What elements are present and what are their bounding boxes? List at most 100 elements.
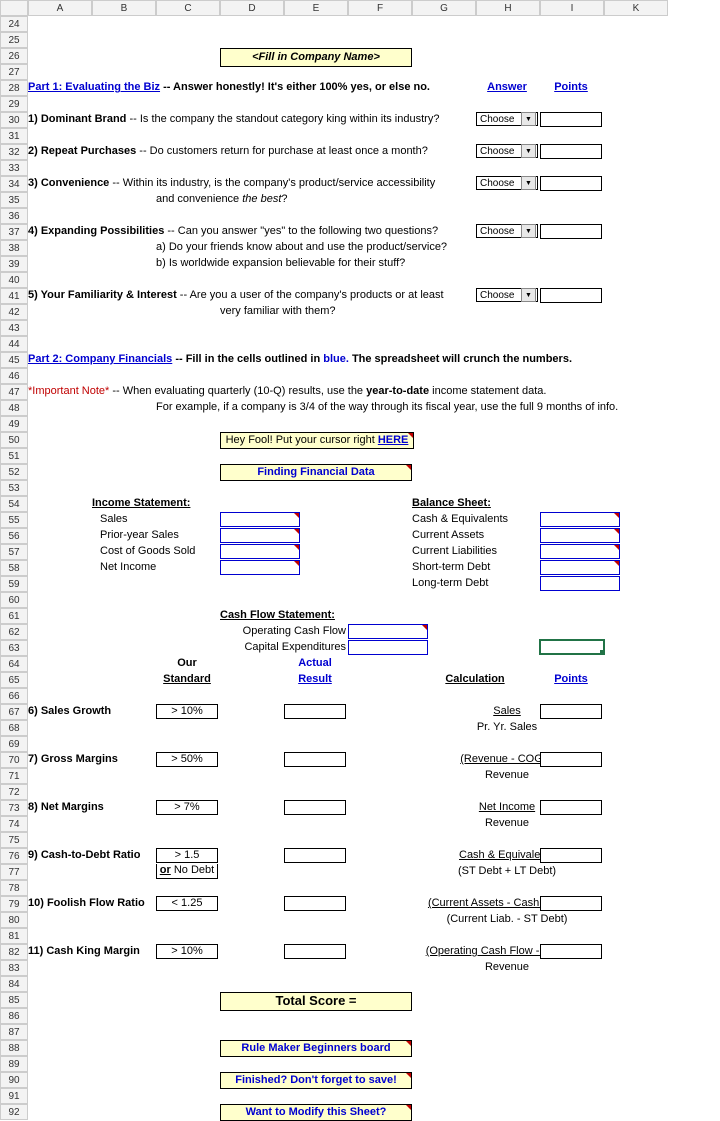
cell[interactable] — [28, 880, 92, 896]
cell[interactable] — [476, 992, 540, 1008]
cell[interactable] — [412, 384, 476, 400]
cell[interactable] — [476, 96, 540, 112]
cell[interactable] — [284, 1008, 348, 1024]
cell[interactable] — [220, 112, 284, 128]
cell[interactable] — [220, 336, 284, 352]
cell[interactable] — [284, 112, 348, 128]
cell[interactable] — [604, 128, 668, 144]
cell[interactable] — [284, 64, 348, 80]
answer-dropdown[interactable]: Choose▼ — [476, 144, 538, 158]
cell[interactable] — [284, 48, 348, 64]
cell[interactable] — [348, 640, 412, 656]
cell[interactable] — [156, 352, 220, 368]
cell[interactable] — [540, 800, 604, 816]
cell[interactable] — [220, 800, 284, 816]
cell[interactable] — [412, 976, 476, 992]
cell[interactable] — [476, 1040, 540, 1056]
cell[interactable] — [92, 1056, 156, 1072]
cell[interactable] — [412, 288, 476, 304]
cell[interactable] — [348, 864, 412, 880]
cell[interactable] — [156, 288, 220, 304]
cell[interactable] — [156, 480, 220, 496]
cell[interactable] — [28, 672, 92, 688]
cell[interactable] — [156, 272, 220, 288]
cell[interactable] — [28, 768, 92, 784]
cell[interactable] — [284, 1104, 348, 1120]
cell[interactable] — [28, 160, 92, 176]
cell[interactable] — [476, 976, 540, 992]
cell[interactable] — [156, 368, 220, 384]
cell[interactable] — [156, 528, 220, 544]
cell[interactable] — [540, 1040, 604, 1056]
cell[interactable]: Current Liabilities — [412, 544, 476, 560]
cell[interactable] — [92, 608, 156, 624]
cell[interactable] — [284, 560, 348, 576]
cell[interactable] — [348, 1072, 412, 1088]
cell[interactable] — [220, 512, 284, 528]
cell[interactable] — [92, 752, 156, 768]
cell[interactable] — [476, 336, 540, 352]
cell[interactable] — [412, 128, 476, 144]
cell[interactable] — [604, 528, 668, 544]
cell[interactable] — [604, 960, 668, 976]
cell[interactable] — [540, 624, 604, 640]
cell[interactable] — [412, 1072, 476, 1088]
cell[interactable] — [284, 16, 348, 32]
cell[interactable] — [604, 512, 668, 528]
cell[interactable] — [156, 384, 220, 400]
cell[interactable] — [28, 624, 92, 640]
cell[interactable] — [284, 496, 348, 512]
cell[interactable] — [476, 656, 540, 672]
cell[interactable] — [348, 400, 412, 416]
cell[interactable] — [540, 784, 604, 800]
cell[interactable] — [348, 80, 412, 96]
cell[interactable] — [540, 736, 604, 752]
cell[interactable] — [476, 640, 540, 656]
cell[interactable] — [284, 976, 348, 992]
cell[interactable] — [220, 160, 284, 176]
cell[interactable] — [156, 928, 220, 944]
cell[interactable] — [28, 576, 92, 592]
cell[interactable]: Choose▼ — [476, 288, 540, 304]
cell[interactable] — [412, 1088, 476, 1104]
cell[interactable] — [156, 768, 220, 784]
cell[interactable] — [412, 192, 476, 208]
cell[interactable] — [348, 832, 412, 848]
cell[interactable]: Revenue — [412, 768, 476, 784]
cell[interactable] — [348, 128, 412, 144]
cell[interactable] — [348, 944, 412, 960]
cell[interactable] — [156, 608, 220, 624]
cell[interactable] — [28, 480, 92, 496]
cell[interactable] — [220, 704, 284, 720]
cell[interactable] — [604, 848, 668, 864]
cell[interactable] — [220, 784, 284, 800]
cell[interactable] — [28, 16, 92, 32]
cell[interactable] — [412, 928, 476, 944]
cell[interactable] — [220, 80, 284, 96]
cell[interactable] — [92, 112, 156, 128]
cell[interactable] — [412, 400, 476, 416]
cell[interactable] — [28, 304, 92, 320]
cell[interactable] — [284, 640, 348, 656]
cell[interactable] — [284, 1056, 348, 1072]
cell[interactable] — [284, 272, 348, 288]
cell[interactable] — [540, 864, 604, 880]
cell[interactable] — [348, 240, 412, 256]
cell[interactable] — [284, 192, 348, 208]
cell[interactable] — [540, 832, 604, 848]
cell[interactable]: Sales — [412, 704, 476, 720]
cell[interactable] — [156, 624, 220, 640]
cell[interactable]: 7) Gross Margins — [28, 752, 92, 768]
cell[interactable]: 11) Cash King Margin — [28, 944, 92, 960]
cell[interactable] — [604, 368, 668, 384]
cell[interactable] — [412, 1040, 476, 1056]
cell[interactable] — [284, 896, 348, 912]
cell[interactable] — [412, 640, 476, 656]
cell[interactable] — [348, 784, 412, 800]
cell[interactable] — [412, 1056, 476, 1072]
cell[interactable] — [412, 480, 476, 496]
cell[interactable] — [284, 512, 348, 528]
cell[interactable] — [28, 928, 92, 944]
cell[interactable] — [348, 544, 412, 560]
cell[interactable] — [412, 736, 476, 752]
